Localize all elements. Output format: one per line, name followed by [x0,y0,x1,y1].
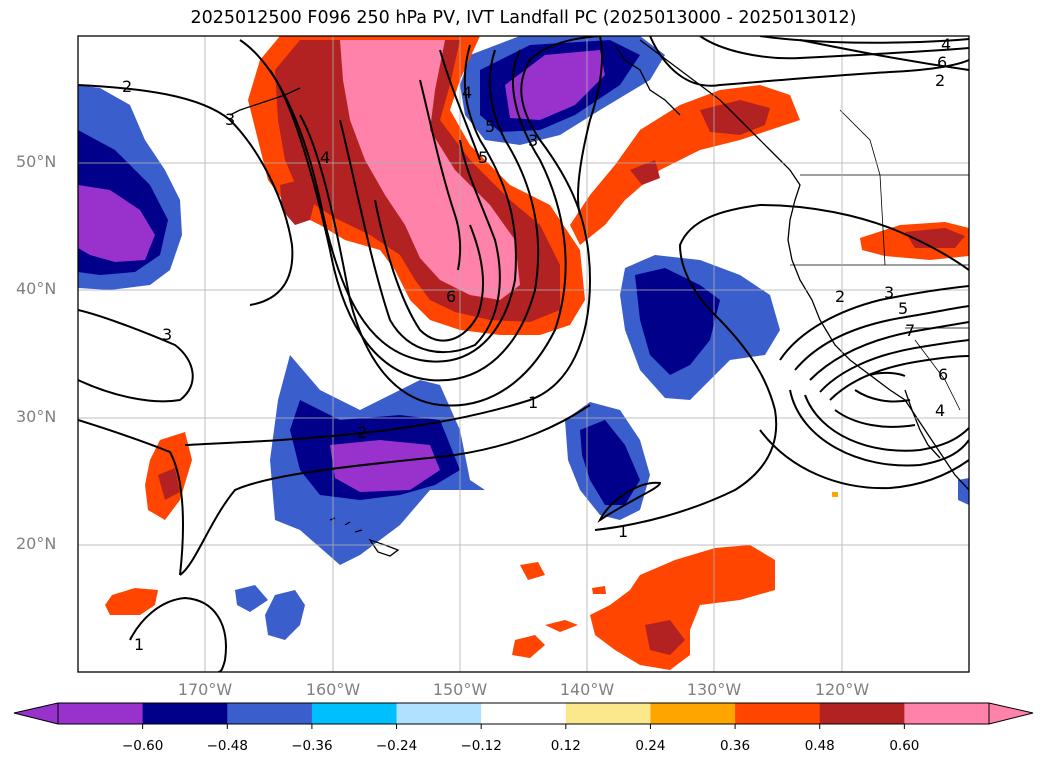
svg-text:5: 5 [478,148,488,167]
svg-text:3: 3 [528,131,538,150]
svg-text:2: 2 [122,77,132,96]
borders [790,109,969,411]
colorbar-min-extend [14,703,58,724]
colorbar-cell [650,703,736,724]
neg-region-west [78,85,182,290]
neg-region-small-south [235,478,969,640]
lon-label-150w: 150°W [432,680,488,699]
colorbar-cell [735,703,821,724]
colorbar-cell [227,703,313,724]
colorbar-cell [481,703,567,724]
colorbar-tick-label: −0.48 [206,738,248,754]
ivt-contours [78,36,969,672]
lon-label-120w: 120°W [814,680,870,699]
contour-labels: 2 3 2 3 4 5 6 4 5 3 2 4 6 2 3 5 7 6 4 1 … [122,35,951,654]
pos-region-main [248,36,585,335]
colorbar-tick-label: 0.48 [804,738,835,754]
svg-text:4: 4 [941,35,951,54]
svg-text:7: 7 [905,321,915,340]
colorbar-cell [565,703,651,724]
pos-region-coast-north [570,85,800,245]
svg-text:3: 3 [884,283,894,302]
pos-region-west-small [105,432,192,615]
svg-text:2: 2 [935,71,945,90]
colorbar-cell [819,703,905,724]
colorbar-cell [311,703,398,724]
svg-text:4: 4 [320,148,330,167]
pos-region-east-land [860,222,969,260]
svg-text:1: 1 [134,635,144,654]
svg-text:3: 3 [225,110,235,129]
lon-label-140w: 140°W [559,680,615,699]
lon-label-160w: 160°W [305,680,361,699]
colorbar-tick-label: 0.36 [720,738,751,754]
colorbar-tick-label: −0.24 [375,738,418,754]
lat-label-50n: 50°N [16,152,57,171]
svg-text:1: 1 [618,522,628,541]
svg-text:6: 6 [446,287,456,306]
svg-text:3: 3 [162,325,172,344]
pos-region-south-east [512,492,838,670]
lat-label-20n: 20°N [16,534,57,553]
colorbar-tick-label: 0.60 [889,738,920,754]
svg-text:4: 4 [935,401,945,420]
lon-label-170w: 170°W [177,680,233,699]
lat-label-30n: 30°N [16,407,57,426]
colorbar-cell [142,703,228,724]
svg-text:2: 2 [835,287,845,306]
gridlines [78,36,969,672]
neg-region-gulf-alaska [460,36,665,145]
lat-label-40n: 40°N [16,279,57,298]
colorbar [13,702,1034,729]
lon-label-130w: 130°W [686,680,742,699]
colorbar-cell [904,703,990,724]
svg-text:5: 5 [485,117,495,136]
colorbar-tick-label: −0.12 [460,738,502,754]
svg-text:2: 2 [357,423,367,442]
svg-text:4: 4 [462,83,472,102]
svg-text:6: 6 [937,53,947,72]
colorbar-max-extend [989,703,1033,724]
colorbar-cell [396,703,482,724]
colorbar-tick-label: −0.36 [291,738,333,754]
svg-text:1: 1 [528,393,538,412]
svg-text:5: 5 [898,299,908,318]
colorbar-cell [58,703,144,724]
colorbar-tick-label: −0.60 [121,738,164,754]
svg-text:6: 6 [938,365,948,384]
map-frame [77,35,970,673]
map-title: 2025012500 F096 250 hPa PV, IVT Landfall… [190,8,857,28]
colorbar-tick-label: 0.12 [550,738,581,754]
colorbar-tick-label: 0.24 [635,738,666,754]
